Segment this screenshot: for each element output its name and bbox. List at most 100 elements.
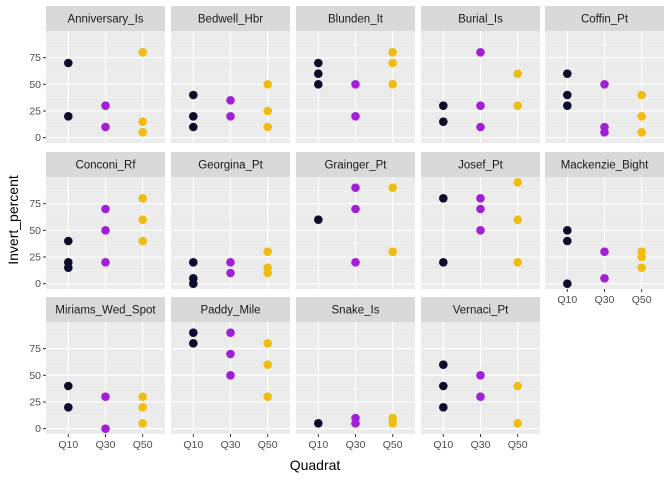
data-point bbox=[513, 69, 522, 78]
data-point bbox=[226, 112, 235, 121]
data-point bbox=[439, 381, 448, 391]
facet-strip bbox=[545, 6, 664, 31]
data-point bbox=[513, 258, 522, 267]
facet-strip bbox=[46, 297, 165, 322]
x-tick-label: Q50 bbox=[133, 439, 153, 451]
facet-label: Coffin_Pt bbox=[581, 14, 629, 26]
data-point bbox=[388, 419, 397, 428]
facet-strip bbox=[171, 297, 290, 322]
data-point bbox=[351, 258, 360, 267]
data-point bbox=[189, 90, 198, 100]
y-tick-label: 75 bbox=[29, 343, 41, 355]
data-point bbox=[637, 112, 646, 121]
x-tick-label: Q50 bbox=[383, 439, 403, 451]
facet-label: Snake_Is bbox=[332, 305, 380, 317]
data-point bbox=[476, 226, 485, 235]
data-point bbox=[263, 268, 272, 278]
data-point bbox=[263, 122, 272, 132]
facet-strip bbox=[46, 152, 165, 177]
y-tick-label: 25 bbox=[29, 106, 41, 118]
data-point bbox=[351, 80, 360, 89]
facet-label: Grainger_Pt bbox=[324, 160, 387, 172]
data-point bbox=[476, 101, 485, 110]
facet-strip bbox=[421, 6, 540, 31]
data-point bbox=[388, 48, 397, 57]
data-point bbox=[351, 419, 360, 428]
data-point bbox=[189, 112, 198, 121]
data-point bbox=[64, 58, 73, 68]
x-tick-label: Q30 bbox=[96, 439, 116, 451]
data-point bbox=[476, 392, 485, 401]
x-tick-label: Q30 bbox=[595, 294, 615, 306]
facet-label: Miriams_Wed_Spot bbox=[55, 305, 156, 317]
data-point bbox=[226, 349, 235, 359]
data-point bbox=[189, 279, 198, 288]
data-point bbox=[637, 90, 646, 100]
data-point bbox=[439, 101, 448, 110]
data-point bbox=[439, 258, 448, 267]
y-tick-label: 50 bbox=[29, 370, 41, 382]
data-point bbox=[513, 215, 522, 224]
data-point bbox=[226, 268, 235, 278]
data-point bbox=[189, 258, 198, 267]
y-tick-label: 25 bbox=[29, 397, 41, 409]
data-point bbox=[189, 122, 198, 132]
data-point bbox=[439, 403, 448, 412]
facet-label: Mackenzie_Bight bbox=[561, 160, 649, 172]
data-point bbox=[263, 360, 272, 369]
data-point bbox=[138, 392, 147, 401]
data-point bbox=[314, 69, 323, 78]
data-point bbox=[600, 274, 609, 283]
data-point bbox=[563, 90, 572, 100]
data-point bbox=[388, 247, 397, 256]
data-point bbox=[439, 360, 448, 369]
data-point bbox=[101, 392, 110, 401]
data-point bbox=[263, 392, 272, 401]
facet-strip bbox=[421, 152, 540, 177]
facet-strip bbox=[296, 297, 415, 322]
data-point bbox=[101, 204, 110, 214]
data-point bbox=[314, 215, 323, 224]
data-point bbox=[189, 328, 198, 337]
x-tick-label: Q30 bbox=[346, 439, 366, 451]
facet-strip bbox=[545, 152, 664, 177]
data-point bbox=[226, 258, 235, 267]
data-point bbox=[226, 328, 235, 337]
facet-label: Conconi_Rf bbox=[75, 160, 136, 172]
y-tick-label: 0 bbox=[35, 423, 41, 435]
data-point bbox=[513, 381, 522, 391]
facet-label: Burial_Is bbox=[458, 14, 503, 26]
data-point bbox=[64, 112, 73, 121]
x-tick-label: Q50 bbox=[632, 294, 652, 306]
facet-label: Blunden_It bbox=[328, 14, 384, 26]
data-point bbox=[138, 419, 147, 428]
data-point bbox=[637, 128, 646, 137]
data-point bbox=[226, 96, 235, 105]
data-point bbox=[64, 236, 73, 246]
data-point bbox=[314, 419, 323, 428]
data-point bbox=[101, 424, 110, 433]
data-point bbox=[138, 403, 147, 412]
facet-label: Anniversary_Is bbox=[67, 14, 143, 26]
data-point bbox=[263, 106, 272, 116]
data-point bbox=[263, 339, 272, 348]
y-tick-label: 25 bbox=[29, 252, 41, 264]
data-point bbox=[637, 252, 646, 262]
data-point bbox=[138, 194, 147, 203]
facet-strip bbox=[171, 6, 290, 31]
x-tick-label: Q30 bbox=[471, 439, 491, 451]
data-point bbox=[563, 101, 572, 110]
data-point bbox=[263, 80, 272, 89]
y-tick-label: 50 bbox=[29, 79, 41, 91]
y-tick-label: 0 bbox=[35, 132, 41, 144]
data-point bbox=[388, 58, 397, 68]
facet-strip bbox=[46, 6, 165, 31]
data-point bbox=[563, 226, 572, 235]
x-tick-label: Q30 bbox=[221, 439, 241, 451]
data-point bbox=[138, 48, 147, 57]
data-point bbox=[263, 247, 272, 256]
data-point bbox=[351, 183, 360, 192]
x-tick-label: Q10 bbox=[183, 439, 203, 451]
data-point bbox=[439, 117, 448, 126]
